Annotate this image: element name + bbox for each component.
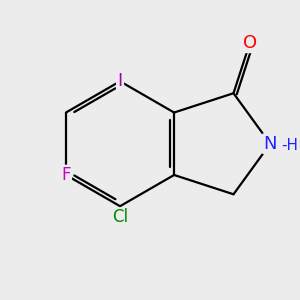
Text: -H: -H <box>281 137 298 152</box>
Text: F: F <box>61 166 71 184</box>
Text: I: I <box>117 72 123 90</box>
Text: N: N <box>263 135 277 153</box>
Text: Cl: Cl <box>112 208 128 226</box>
Text: O: O <box>243 34 257 52</box>
